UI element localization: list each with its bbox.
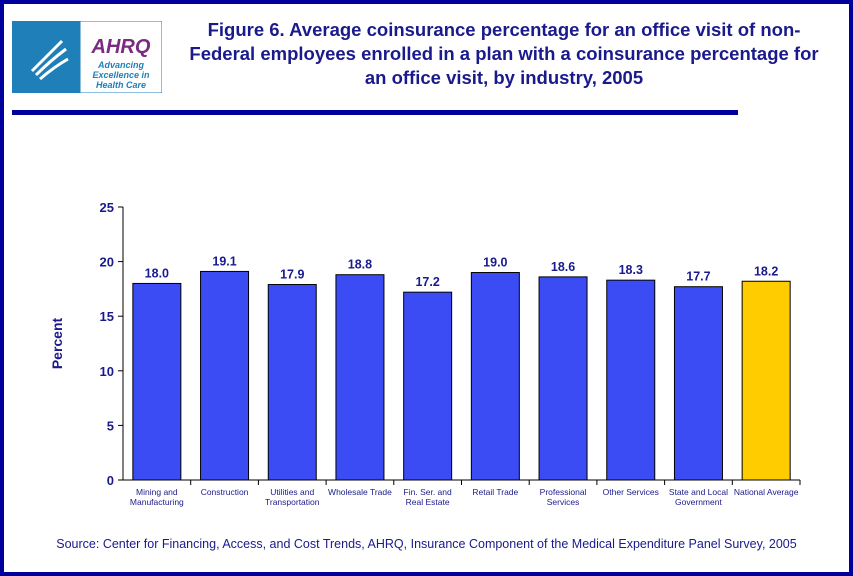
bar (538, 276, 588, 481)
svg-text:Advancing: Advancing (97, 60, 145, 70)
bar (132, 282, 182, 481)
data-label: 17.9 (280, 268, 304, 282)
data-label: 17.2 (415, 275, 439, 289)
x-tick-label: Wholesale Trade (328, 487, 392, 497)
data-label: 19.0 (483, 256, 507, 270)
bar (673, 286, 723, 481)
y-tick-label: 25 (100, 200, 114, 215)
x-tick-label: Construction (201, 487, 249, 497)
data-label: 18.3 (619, 263, 643, 277)
data-label: 18.0 (145, 266, 169, 280)
x-tick-label: Real Estate (406, 497, 450, 507)
y-axis-label: Percent (49, 317, 65, 369)
bar (267, 284, 317, 481)
data-label: 18.6 (551, 260, 575, 274)
ahrq-logo: AHRQ Advancing Excellence in Health Care (12, 21, 162, 93)
svg-text:Health Care: Health Care (96, 80, 146, 90)
header-divider (12, 110, 738, 115)
x-tick-label: Transportation (265, 497, 320, 507)
x-tick-label: Mining and (136, 487, 178, 497)
x-tick-label: State and Local (669, 487, 728, 497)
x-tick-label: Fin. Ser. and (404, 487, 452, 497)
data-label: 17.7 (686, 270, 710, 284)
data-label: 18.2 (754, 264, 778, 278)
y-tick-label: 5 (107, 418, 114, 433)
bar (335, 274, 385, 481)
y-tick-label: 0 (107, 473, 114, 488)
y-tick-label: 15 (100, 309, 114, 324)
chart-title: Figure 6. Average coinsurance percentage… (189, 19, 819, 88)
bar (200, 270, 250, 481)
bar (470, 272, 520, 481)
data-label: 18.8 (348, 258, 372, 272)
bar-chart: 0 5 10 15 20 25 Percent 18.0 Mining andManufactu… (49, 200, 801, 507)
y-tick-label: 20 (100, 255, 114, 270)
x-tick-label: Retail Trade (472, 487, 518, 497)
source-note: Source: Center for Financing, Access, an… (56, 537, 797, 551)
bar (606, 279, 656, 481)
x-tick-label: Services (547, 497, 580, 507)
x-tick-label: Other Services (603, 487, 659, 497)
x-tick-label: Utilities and (270, 487, 314, 497)
y-tick-label: 10 (100, 364, 114, 379)
data-label: 19.1 (212, 254, 236, 268)
bar (741, 280, 791, 481)
x-tick-label: Professional (540, 487, 587, 497)
x-tick-label: Manufacturing (130, 497, 184, 507)
svg-text:Excellence in: Excellence in (92, 70, 150, 80)
x-tick-label: National Average (734, 487, 799, 497)
bar (403, 291, 453, 481)
svg-text:AHRQ: AHRQ (91, 36, 151, 58)
x-tick-label: Government (675, 497, 722, 507)
